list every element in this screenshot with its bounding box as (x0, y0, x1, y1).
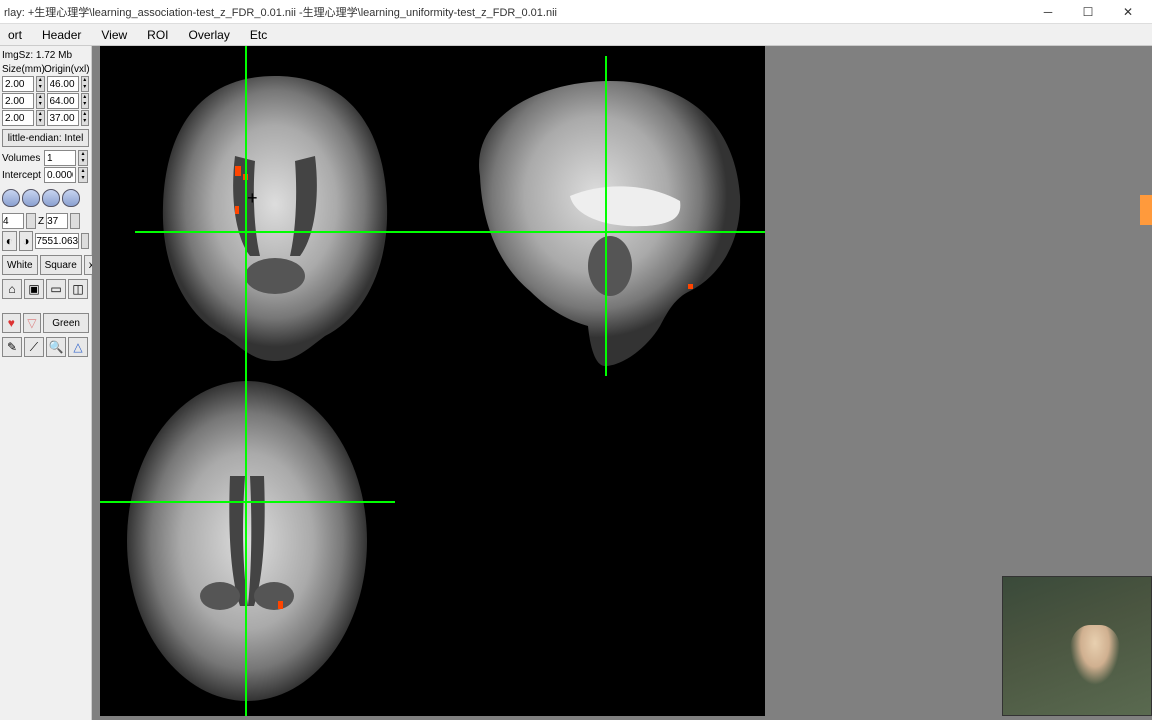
contrast-icon[interactable]: ◑ (19, 231, 34, 251)
volumes-label: Volumes (2, 153, 42, 164)
window-controls: ─ ☐ ✕ (1028, 1, 1148, 23)
intercept-row: Intercept ▴▾ (2, 167, 89, 183)
brain-view-2-icon[interactable] (22, 189, 40, 207)
title-bar: rlay: +生理心理学\learning_association-test_z… (0, 0, 1152, 24)
panel-icon[interactable]: ▭ (46, 279, 66, 299)
menu-view[interactable]: View (97, 26, 131, 44)
autocontrast-icon[interactable]: ◐ (2, 231, 17, 251)
minimize-button[interactable]: ─ (1028, 1, 1068, 23)
menu-roi[interactable]: ROI (143, 26, 172, 44)
tool-row-2: ✎ ⟋ 🔍 △ (2, 337, 89, 357)
origin-y-input[interactable] (47, 93, 79, 109)
origin-x-input[interactable] (47, 76, 79, 92)
intercept-input[interactable] (44, 167, 76, 183)
size-y-spinner[interactable]: ▴▾ (36, 93, 45, 109)
webcam-overlay (1002, 576, 1152, 716)
brain-view-1-icon[interactable] (2, 189, 20, 207)
brain-view-3-icon[interactable] (42, 189, 60, 207)
origin-z-input[interactable] (47, 110, 79, 126)
dim-row-3: ▴▾ ▴▾ (2, 110, 89, 126)
crosshair-v1 (245, 46, 247, 716)
maximize-button[interactable]: ☐ (1068, 1, 1108, 23)
workspace: ImgSz: 1.72 Mb Size(mm) Origin(vxl) ▴▾ ▴… (0, 46, 1152, 720)
coronal-slice[interactable]: + (135, 66, 415, 366)
contrast-input[interactable] (35, 233, 79, 249)
axial-slice[interactable] (100, 366, 395, 711)
tool-row-1: ⌂ ▣ ▭ ◫ (2, 279, 89, 299)
crosshair-h1 (135, 231, 765, 233)
size-x-spinner[interactable]: ▴▾ (36, 76, 45, 92)
menu-ort[interactable]: ort (4, 26, 26, 44)
contrast-row: ◐ ◑ (2, 231, 89, 251)
coord4-input[interactable] (2, 213, 24, 229)
magnify-icon[interactable]: 🔍 (46, 337, 66, 357)
heart-icon[interactable]: ♥ (2, 313, 21, 333)
intercept-spinner[interactable]: ▴▾ (78, 167, 88, 183)
histogram-icon[interactable]: ◫ (68, 279, 88, 299)
brain-view-icons (2, 189, 89, 207)
contrast-spinner[interactable] (81, 233, 89, 249)
endian-button[interactable]: little-endian: Intel (2, 129, 89, 147)
size-y-input[interactable] (2, 93, 34, 109)
volumes-input[interactable] (44, 150, 76, 166)
side-tab[interactable] (1140, 195, 1152, 225)
crosshair-h2 (100, 501, 395, 503)
menu-bar: ort Header View ROI Overlay Etc (0, 24, 1152, 46)
measure-icon[interactable]: ⟋ (24, 337, 44, 357)
volumes-row: Volumes ▴▾ (2, 150, 89, 166)
origin-y-spinner[interactable]: ▴▾ (81, 93, 90, 109)
slice-canvas[interactable]: + (100, 46, 765, 716)
size-z-input[interactable] (2, 110, 34, 126)
brain-view-4-icon[interactable] (62, 189, 80, 207)
origin-x-spinner[interactable]: ▴▾ (81, 76, 90, 92)
menu-header[interactable]: Header (38, 26, 85, 44)
coord-row: Z (2, 213, 89, 229)
coord4-spinner[interactable] (26, 213, 36, 229)
origin-header: Origin(vxl) (44, 64, 84, 75)
close-button[interactable]: ✕ (1108, 1, 1148, 23)
dim-row-1: ▴▾ ▴▾ (2, 76, 89, 92)
sidebar-panel: ImgSz: 1.72 Mb Size(mm) Origin(vxl) ▴▾ ▴… (0, 46, 92, 720)
z-spinner[interactable] (70, 213, 80, 229)
svg-text:+: + (247, 188, 258, 208)
bucket-icon[interactable]: ▽ (23, 313, 42, 333)
header-row: Size(mm) Origin(vxl) (2, 64, 89, 75)
size-x-input[interactable] (2, 76, 34, 92)
origin-z-spinner[interactable]: ▴▾ (81, 110, 90, 126)
menu-etc[interactable]: Etc (246, 26, 271, 44)
triangle-icon[interactable]: △ (68, 337, 88, 357)
pencil-icon[interactable]: ✎ (2, 337, 22, 357)
home-icon[interactable]: ⌂ (2, 279, 22, 299)
viewer-area: + (92, 46, 1152, 720)
crosshair-v2 (605, 56, 607, 376)
white-button[interactable]: White (2, 255, 38, 275)
size-header: Size(mm) (2, 64, 42, 75)
square-button[interactable]: Square (40, 255, 82, 275)
box-icon[interactable]: ▣ (24, 279, 44, 299)
window-title: rlay: +生理心理学\learning_association-test_z… (4, 4, 1028, 20)
image-size-label: ImgSz: 1.72 Mb (2, 48, 89, 63)
display-buttons: White Square x4 (2, 255, 89, 275)
green-button[interactable]: Green (43, 313, 89, 333)
color-row: ♥ ▽ Green (2, 313, 89, 333)
sagittal-slice[interactable] (420, 66, 760, 376)
z-input[interactable] (46, 213, 68, 229)
size-z-spinner[interactable]: ▴▾ (36, 110, 45, 126)
intercept-label: Intercept (2, 170, 42, 181)
menu-overlay[interactable]: Overlay (185, 26, 234, 44)
dim-row-2: ▴▾ ▴▾ (2, 93, 89, 109)
z-label: Z (38, 216, 44, 227)
volumes-spinner[interactable]: ▴▾ (78, 150, 88, 166)
